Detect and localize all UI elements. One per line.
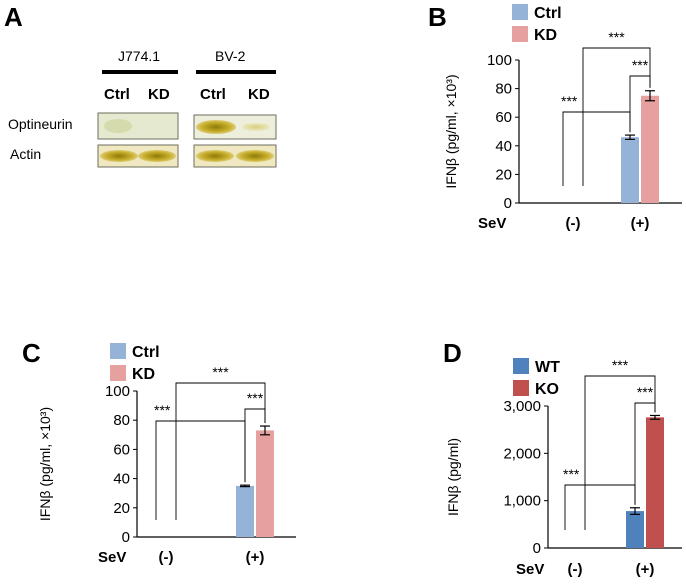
chart-d-bar-ko-1: [646, 417, 664, 548]
chart-d-bracket-neg-vs-kd: [584, 375, 656, 530]
chart-b-ytick-label: 0: [504, 195, 512, 212]
chart-b-category-label: (-): [566, 215, 581, 232]
chart-d-ytick-label: 0: [533, 540, 541, 557]
band-j774-kd-actin: [138, 150, 176, 162]
band-j774-ctrl-optineurin: [104, 119, 132, 133]
chart-d-legend-swatch-ko: [513, 380, 529, 396]
chart-c-legend-label-kd: KD: [132, 366, 155, 383]
band-bv2-kd-optineurin: [242, 123, 270, 131]
chart-d-category-label: (-): [568, 561, 583, 578]
chart-c-ytick-label: 0: [122, 529, 130, 546]
chart-b-ytick-label: 100: [487, 52, 512, 69]
panel-c-letter: C: [22, 338, 41, 368]
chart-c-ytick-label: 100: [105, 383, 130, 400]
lane-label-bv2-kd: KD: [248, 86, 270, 103]
chart-c-legend-label-ctrl: Ctrl: [132, 344, 160, 361]
panel-b-letter: B: [428, 2, 447, 32]
chart-c-ytick-label: 60: [113, 441, 130, 458]
cell-line-bar-bv2: [196, 70, 276, 74]
chart-b-ylabel: IFNβ (pg/ml, ×10³): [443, 74, 459, 188]
chart-b-legend-label-kd: KD: [534, 27, 557, 44]
chart-d-significance-label: ***: [612, 357, 629, 373]
chart-c-bracket-neg-vs-kd: [175, 382, 266, 520]
cell-line-bar-j774: [102, 70, 178, 74]
chart-c-bar-kd-1: [256, 430, 274, 537]
chart-d-bracket-ctrl-vs-kd: [634, 402, 656, 505]
chart-c-ytick-label: 20: [113, 500, 130, 517]
band-bv2-kd-actin: [236, 150, 274, 162]
chart-c-legend-swatch-kd: [110, 365, 126, 381]
cell-line-label-bv2: BV-2: [215, 48, 246, 64]
chart-c-category-label: (-): [159, 549, 174, 566]
chart-b-legend-swatch-ctrl: [512, 4, 528, 20]
chart-b-ytick-label: 20: [495, 166, 512, 183]
chart-b-xlabel: SeV: [478, 215, 506, 232]
chart-c-category-label: (+): [246, 549, 265, 566]
chart-c-xlabel: SeV: [98, 549, 126, 566]
chart-d-bar-wt-1: [626, 511, 644, 548]
chart-b-bracket-ctrl-vs-kd: [629, 75, 651, 133]
chart-b-legend-label-ctrl: Ctrl: [534, 5, 562, 22]
row-label-optineurin: Optineurin: [8, 116, 73, 132]
chart-d-ytick-label: 2,000: [503, 445, 541, 462]
chart-b-significance-label: ***: [561, 93, 578, 109]
chart-b-bar-kd-1: [641, 95, 659, 203]
chart-c-bar-ctrl-1: [236, 485, 254, 537]
chart-d-significance-label: ***: [637, 384, 654, 400]
band-j774-ctrl-actin: [100, 150, 138, 162]
panel-d-letter: D: [443, 338, 462, 368]
chart-b-category-label: (+): [631, 215, 650, 232]
chart-c-ylabel: IFNβ (pg/ml, ×10³): [37, 407, 53, 521]
chart-d-ytick-label: 3,000: [503, 398, 541, 415]
chart-b-significance-label: ***: [632, 57, 649, 73]
chart-b-significance-label: ***: [608, 29, 625, 45]
chart-d-legend-swatch-wt: [513, 358, 529, 374]
chart-d-bracket-neg-vs-ctrl: [564, 484, 636, 530]
chart-c-ytick-label: 80: [113, 412, 130, 429]
chart-c-legend-swatch-ctrl: [110, 343, 126, 359]
cell-line-label-j774: J774.1: [118, 48, 161, 64]
chart-c-bracket-ctrl-vs-kd: [244, 408, 266, 483]
panel-a-letter: A: [4, 2, 23, 32]
chart-b-legend-swatch-kd: [512, 26, 528, 42]
row-label-actin: Actin: [10, 146, 42, 162]
band-bv2-ctrl-optineurin: [196, 120, 236, 134]
chart-c-ytick-label: 40: [113, 471, 130, 488]
band-bv2-ctrl-actin: [196, 150, 234, 162]
chart-d-legend-label-ko: KO: [535, 381, 559, 398]
chart-d-legend-label-wt: WT: [535, 359, 560, 376]
chart-c-significance-label: ***: [212, 364, 229, 380]
lane-label-j774-ctrl: Ctrl: [104, 86, 130, 103]
chart-d-ytick-label: 1,000: [503, 493, 541, 510]
chart-c-significance-label: ***: [154, 402, 171, 418]
lane-label-bv2-ctrl: Ctrl: [200, 86, 226, 103]
chart-b-ytick-label: 80: [495, 81, 512, 98]
chart-d-category-label: (+): [636, 561, 655, 578]
chart-b-ytick-label: 40: [495, 138, 512, 155]
chart-b-bracket-neg-vs-kd: [582, 47, 651, 186]
chart-b-ytick-label: 60: [495, 109, 512, 126]
chart-d-significance-label: ***: [563, 466, 580, 482]
lane-label-j774-kd: KD: [148, 86, 170, 103]
chart-d-xlabel: SeV: [516, 561, 544, 578]
chart-b-bar-ctrl-1: [621, 137, 639, 203]
chart-d-ylabel: IFNβ (pg/ml): [445, 438, 461, 516]
chart-c-significance-label: ***: [247, 390, 264, 406]
